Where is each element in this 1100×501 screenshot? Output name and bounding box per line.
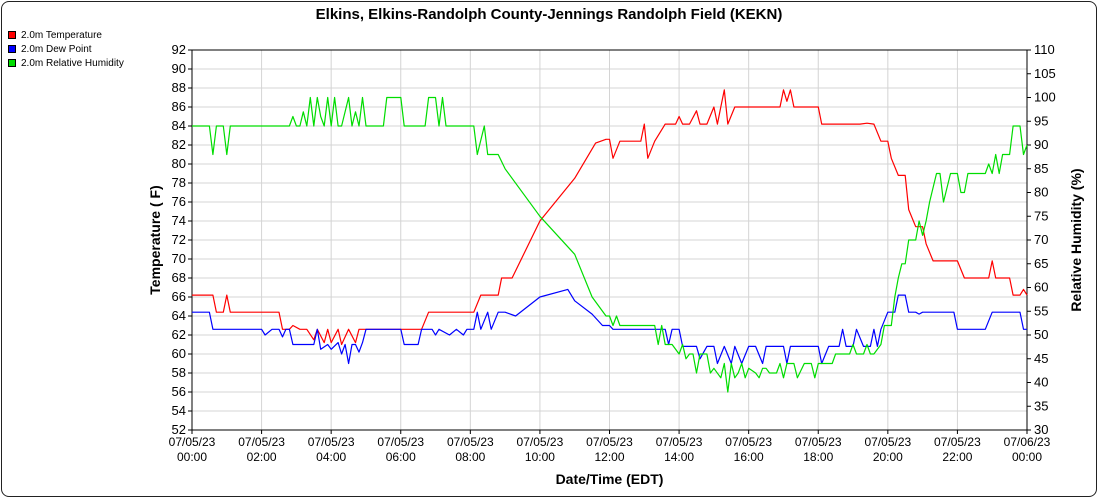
y-right-tick-label: 75 — [1034, 208, 1048, 223]
y-left-tick-label: 68 — [172, 270, 186, 285]
x-tick-label-time: 10:00 — [525, 450, 555, 464]
y-right-tick-label: 60 — [1034, 280, 1048, 295]
x-tick-label-date: 07/05/23 — [447, 435, 494, 449]
legend-label-relative-humidity: 2.0m Relative Humidity — [21, 57, 124, 69]
y-left-tick-label: 82 — [172, 137, 186, 152]
y-left-tick-label: 76 — [172, 194, 186, 209]
legend-item-dew-point: 2.0m Dew Point — [8, 42, 124, 56]
y-right-tick-label: 100 — [1034, 90, 1056, 105]
series-line-relative-humidity — [192, 96, 1028, 393]
legend-item-temperature: 2.0m Temperature — [8, 28, 124, 42]
x-tick-label-date: 07/05/23 — [864, 435, 911, 449]
x-tick-label-date: 07/05/23 — [238, 435, 285, 449]
y-right-tick-label: 30 — [1034, 422, 1048, 437]
legend: 2.0m Temperature 2.0m Dew Point 2.0m Rel… — [8, 28, 124, 70]
x-tick-label-date: 07/05/23 — [377, 435, 424, 449]
x-tick-label-time: 16:00 — [734, 450, 764, 464]
x-tick-label-time: 02:00 — [247, 450, 277, 464]
y-left-axis-label: Temperature ( F) — [147, 185, 163, 294]
x-tick-label-time: 04:00 — [316, 450, 346, 464]
x-tick-label-time: 20:00 — [873, 450, 903, 464]
x-tick-label-time: 18:00 — [803, 450, 833, 464]
x-tick-label-date: 07/06/23 — [1004, 435, 1051, 449]
plot-border — [191, 49, 1028, 431]
y-left-tick-label: 90 — [172, 61, 186, 76]
x-tick-label-time: 08:00 — [455, 450, 485, 464]
y-right-axis-label: Relative Humidity (%) — [1068, 168, 1084, 311]
x-tick-label-date: 07/05/23 — [795, 435, 842, 449]
y-left-tick-label: 74 — [172, 213, 186, 228]
y-right-tick-label: 40 — [1034, 375, 1048, 390]
y-left-tick-label: 58 — [172, 365, 186, 380]
y-left-tick-label: 70 — [172, 251, 186, 266]
y-right-tick-label: 65 — [1034, 256, 1048, 271]
y-right-tick-label: 105 — [1034, 66, 1056, 81]
y-left-tick-label: 60 — [172, 346, 186, 361]
legend-swatch-dew-point — [8, 45, 16, 53]
x-tick-label-date: 07/05/23 — [517, 435, 564, 449]
y-left-tick-label: 54 — [172, 403, 186, 418]
y-left-tick-label: 86 — [172, 99, 186, 114]
x-tick-label-time: 06:00 — [386, 450, 416, 464]
legend-swatch-temperature — [8, 31, 16, 39]
y-left-tick-label: 88 — [172, 80, 186, 95]
legend-item-relative-humidity: 2.0m Relative Humidity — [8, 56, 124, 70]
y-right-tick-label: 90 — [1034, 137, 1048, 152]
series-line-dew-point — [192, 288, 1027, 365]
y-left-tick-label: 62 — [172, 327, 186, 342]
legend-swatch-relative-humidity — [8, 59, 16, 67]
series-line-temperature — [192, 89, 1028, 346]
y-left-tick-label: 80 — [172, 156, 186, 171]
y-left-tick-label: 92 — [172, 42, 186, 57]
y-left-tick-label: 56 — [172, 384, 186, 399]
y-right-tick-label: 55 — [1034, 303, 1048, 318]
chart-title: Elkins, Elkins-Randolph County-Jennings … — [315, 6, 783, 23]
x-tick-label-time: 14:00 — [664, 450, 694, 464]
y-left-tick-label: 72 — [172, 232, 186, 247]
y-right-tick-label: 35 — [1034, 398, 1048, 413]
y-right-tick-label: 110 — [1034, 42, 1055, 57]
y-left-tick-label: 64 — [172, 308, 186, 323]
x-tick-label-date: 07/05/23 — [656, 435, 703, 449]
y-right-tick-label: 70 — [1034, 232, 1048, 247]
x-axis-label: Date/Time (EDT) — [556, 471, 664, 487]
x-tick-label-date: 07/05/23 — [308, 435, 355, 449]
y-right-tick-label: 50 — [1034, 327, 1048, 342]
x-tick-label-date: 07/05/23 — [586, 435, 633, 449]
legend-label-dew-point: 2.0m Dew Point — [21, 43, 92, 55]
x-tick-label-time: 12:00 — [594, 450, 624, 464]
x-tick-label-date: 07/05/23 — [725, 435, 772, 449]
y-right-tick-label: 85 — [1034, 161, 1048, 176]
x-tick-label-date: 07/05/23 — [169, 435, 216, 449]
y-left-tick-label: 52 — [172, 422, 186, 437]
y-right-tick-label: 80 — [1034, 185, 1048, 200]
x-tick-label-time: 22:00 — [942, 450, 972, 464]
y-left-tick-label: 84 — [172, 118, 186, 133]
y-right-tick-label: 95 — [1034, 113, 1048, 128]
x-tick-label-time: 00:00 — [1012, 450, 1042, 464]
x-tick-label-time: 00:00 — [177, 450, 207, 464]
y-left-tick-label: 78 — [172, 175, 186, 190]
legend-label-temperature: 2.0m Temperature — [21, 29, 102, 41]
y-left-tick-label: 66 — [172, 289, 186, 304]
x-tick-label-date: 07/05/23 — [934, 435, 981, 449]
y-right-tick-label: 45 — [1034, 351, 1048, 366]
